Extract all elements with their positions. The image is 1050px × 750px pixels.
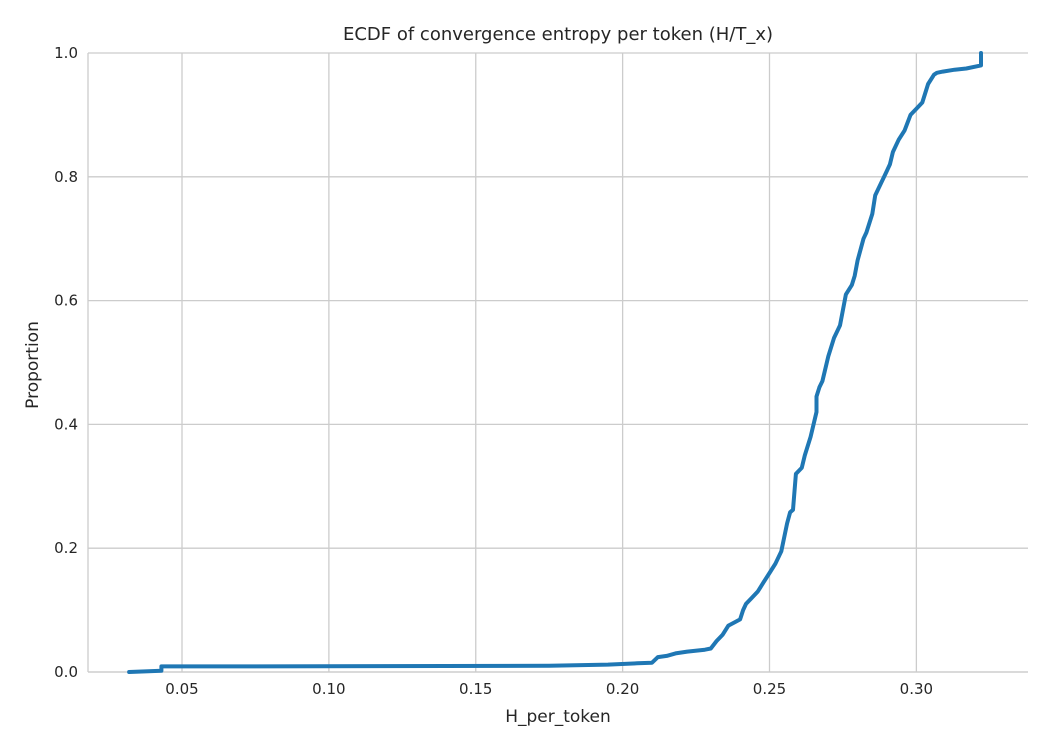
y-tick-label: 0.4 — [54, 415, 78, 433]
series-layer — [127, 51, 983, 674]
axis-spines — [87, 53, 1028, 673]
y-axis-label: Proportion — [23, 321, 43, 409]
chart-title: ECDF of convergence entropy per token (H… — [343, 24, 773, 45]
y-tick-labels: 0.0 0.2 0.4 0.6 0.8 1.0 — [54, 44, 78, 681]
y-tick-label: 0.2 — [54, 539, 78, 557]
x-axis-label: H_per_token — [505, 707, 611, 727]
x-tick-label: 0.10 — [312, 680, 345, 698]
x-tick-label: 0.20 — [606, 680, 639, 698]
y-tick-label: 0.6 — [54, 292, 78, 310]
x-tick-label: 0.15 — [459, 680, 492, 698]
y-tick-label: 0.8 — [54, 168, 78, 186]
ecdf-series-line — [127, 51, 983, 674]
y-tick-label: 0.0 — [54, 663, 78, 681]
y-tick-label: 1.0 — [54, 44, 78, 62]
x-tick-label: 0.25 — [753, 680, 786, 698]
grid-lines — [88, 52, 1028, 673]
x-tick-label: 0.30 — [900, 680, 933, 698]
x-tick-label: 0.05 — [165, 680, 198, 698]
x-tick-labels: 0.05 0.10 0.15 0.20 0.25 0.30 — [165, 680, 933, 698]
